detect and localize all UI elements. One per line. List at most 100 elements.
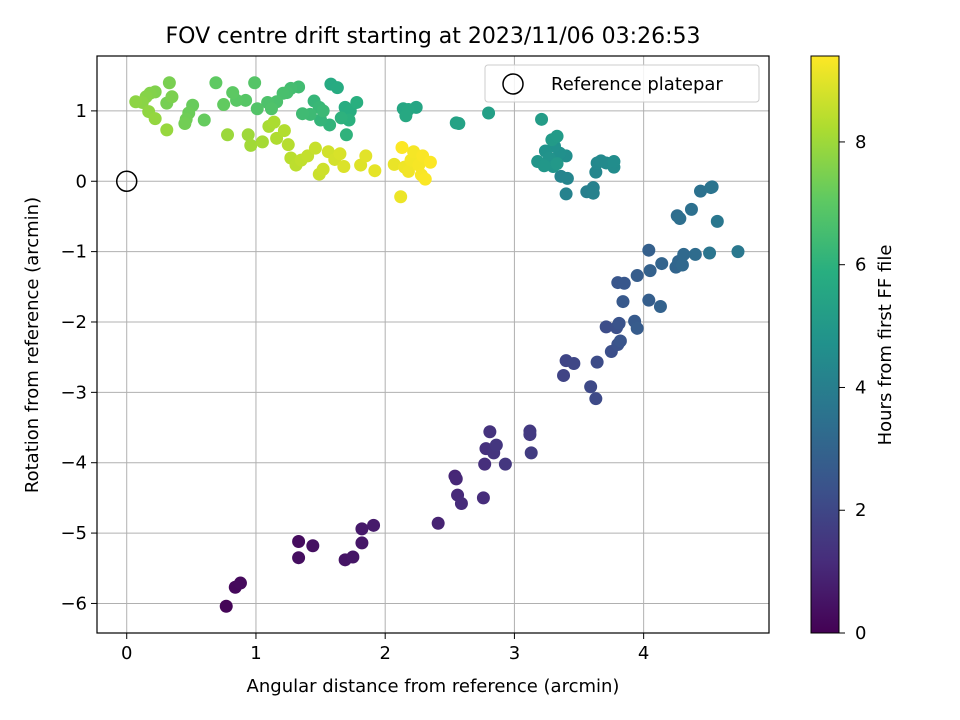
data-point: [221, 128, 235, 142]
data-point: [355, 536, 369, 550]
legend-marker: [502, 73, 524, 95]
colorbar-ticks: 0 2 4 6 8: [839, 132, 866, 644]
data-point: [337, 159, 351, 173]
data-point: [599, 320, 613, 334]
data-point: [250, 102, 264, 116]
data-point: [483, 425, 497, 439]
data-point: [241, 128, 255, 142]
data-point: [148, 112, 162, 126]
data-point: [550, 129, 564, 143]
data-point: [550, 157, 564, 171]
data-point: [209, 76, 223, 90]
y-tick-label: −1: [60, 242, 87, 263]
data-point: [339, 128, 353, 142]
data-point: [630, 321, 644, 335]
data-point: [523, 428, 537, 442]
data-point: [537, 159, 551, 173]
data-point: [694, 184, 708, 198]
data-point: [705, 180, 719, 194]
data-point: [613, 334, 627, 348]
data-point: [255, 135, 269, 149]
data-point: [452, 117, 466, 131]
data-point: [673, 212, 687, 226]
data-point: [630, 269, 644, 283]
data-point: [559, 187, 573, 201]
y-tick-label: −2: [60, 312, 87, 333]
data-point: [454, 497, 468, 511]
data-point: [557, 368, 571, 382]
data-point: [423, 155, 437, 169]
data-point: [607, 155, 621, 169]
data-point: [590, 355, 604, 369]
reference-platepar-marker: [115, 170, 138, 193]
data-point: [489, 438, 503, 452]
x-tick-label: 4: [638, 643, 649, 664]
data-point: [688, 247, 702, 261]
data-point: [584, 380, 598, 394]
x-axis-ticks: 0 1 2 3 4: [121, 633, 649, 664]
data-point: [731, 245, 745, 259]
data-point: [401, 164, 415, 178]
colorbar-tick-label: 6: [855, 255, 866, 276]
data-point: [387, 157, 401, 171]
data-point: [292, 551, 306, 565]
data-point: [642, 243, 656, 257]
data-point: [239, 93, 253, 107]
colorbar-tick-label: 2: [855, 500, 866, 521]
y-tick-label: −6: [60, 593, 87, 614]
data-point: [244, 138, 258, 152]
x-tick-label: 3: [509, 643, 520, 664]
y-axis-ticks: −6 −5 −4 −3 −2 −1 0 1: [60, 101, 97, 614]
data-point: [617, 276, 631, 290]
data-point: [368, 164, 382, 178]
data-point: [524, 446, 538, 460]
data-point: [710, 214, 724, 228]
data-point: [264, 102, 278, 116]
y-tick-label: −4: [60, 453, 87, 474]
colorbar-tick-label: 8: [855, 132, 866, 153]
data-point: [418, 172, 432, 186]
data-point: [478, 457, 492, 471]
x-tick-label: 2: [379, 643, 390, 664]
data-point: [346, 550, 360, 564]
data-point: [316, 162, 330, 176]
grid-lines: [97, 56, 769, 633]
data-point: [217, 98, 231, 112]
data-point: [703, 246, 717, 260]
legend: Reference platepar: [484, 64, 760, 103]
colorbar-label: Hours from first FF file: [875, 245, 896, 446]
data-point: [308, 141, 322, 155]
data-point: [675, 258, 689, 272]
y-tick-label: −3: [60, 382, 87, 403]
data-point: [219, 599, 233, 613]
data-point: [330, 81, 344, 95]
y-tick-label: −5: [60, 523, 87, 544]
data-point: [476, 491, 490, 505]
data-point: [394, 190, 408, 204]
data-point: [612, 316, 626, 330]
y-tick-label: 0: [76, 171, 87, 192]
data-point: [395, 140, 409, 154]
data-point: [178, 117, 192, 131]
data-point: [316, 104, 330, 118]
data-point: [367, 518, 381, 532]
data-point: [482, 106, 496, 120]
data-point: [616, 295, 630, 309]
data-point: [655, 257, 669, 271]
data-point: [295, 107, 309, 121]
data-point: [350, 95, 364, 109]
data-point: [535, 112, 549, 126]
data-point: [589, 392, 603, 406]
data-point: [165, 90, 179, 104]
colorbar-tick-label: 4: [855, 377, 866, 398]
y-tick-label: 1: [76, 101, 87, 122]
plot-frame: [96, 55, 770, 634]
data-point: [498, 457, 512, 471]
x-axis-label: Angular distance from reference (arcmin): [247, 676, 620, 697]
data-point: [643, 264, 657, 278]
colorbar: 0 2 4 6 8 Hours from first FF file: [810, 55, 896, 644]
y-axis-label: Rotation from reference (arcmin): [22, 197, 43, 493]
data-point: [449, 472, 463, 486]
chart-title: FOV centre drift starting at 2023/11/06 …: [166, 24, 701, 49]
